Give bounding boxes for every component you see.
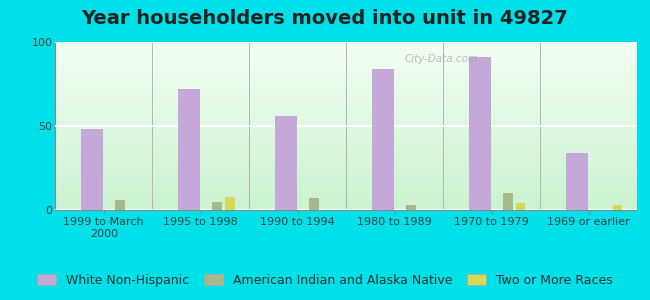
Bar (503, 193, 513, 210)
Bar (469, 57, 491, 210)
Bar (115, 200, 125, 210)
Legend: White Non-Hispanic, American Indian and Alaska Native, Two or More Races: White Non-Hispanic, American Indian and … (33, 270, 617, 291)
Bar (225, 196, 235, 210)
Text: Year householders moved into unit in 49827: Year householders moved into unit in 498… (82, 9, 568, 28)
Text: City-Data.com: City-Data.com (404, 54, 478, 64)
Bar (178, 89, 200, 210)
Bar (613, 205, 623, 210)
Bar (566, 153, 588, 210)
Bar (372, 69, 394, 210)
Bar (276, 116, 296, 210)
Bar (516, 203, 525, 210)
Bar (406, 205, 416, 210)
Bar (309, 198, 319, 210)
Bar (213, 202, 222, 210)
Bar (81, 129, 103, 210)
